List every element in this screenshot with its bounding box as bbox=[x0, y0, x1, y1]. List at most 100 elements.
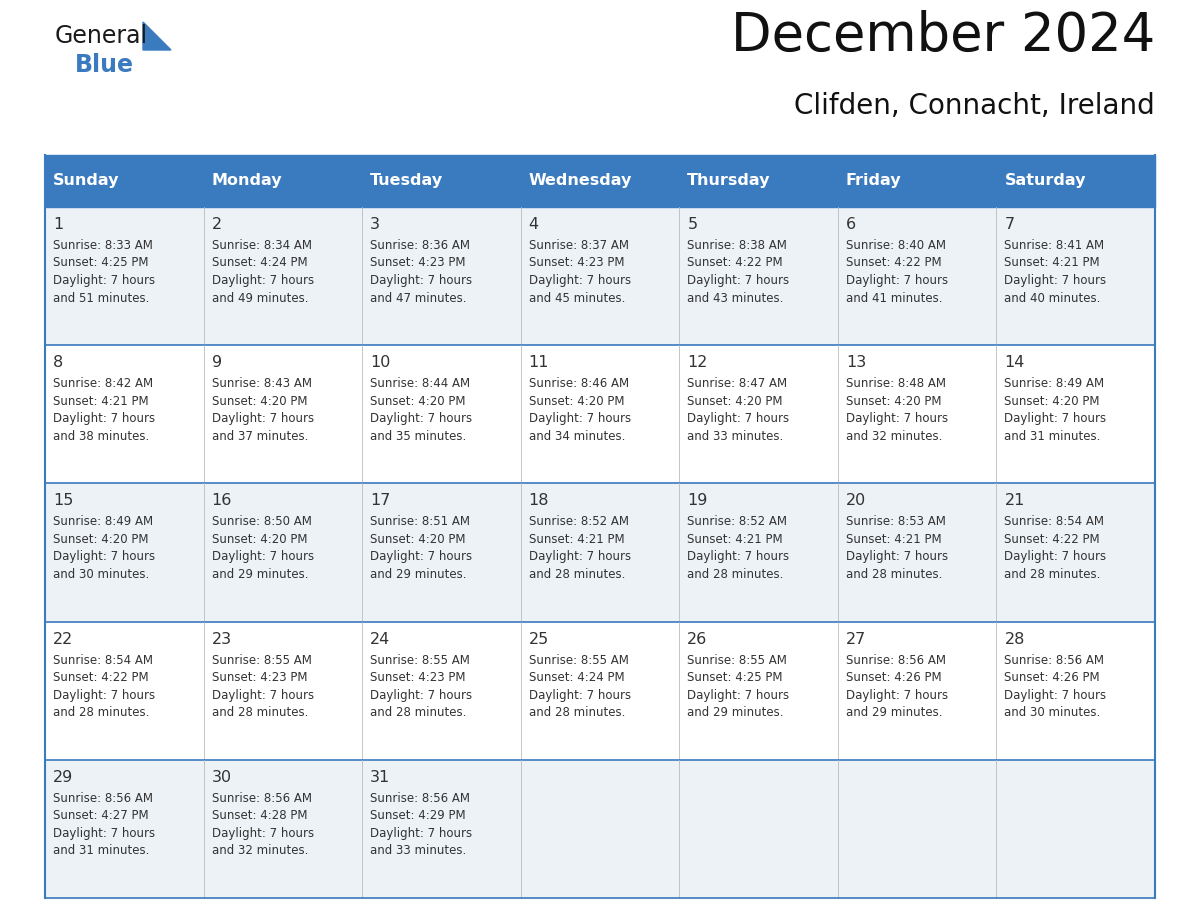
Text: 27: 27 bbox=[846, 632, 866, 646]
Text: Daylight: 7 hours: Daylight: 7 hours bbox=[846, 551, 948, 564]
Text: Daylight: 7 hours: Daylight: 7 hours bbox=[529, 551, 631, 564]
Text: Sunrise: 8:54 AM: Sunrise: 8:54 AM bbox=[53, 654, 153, 666]
Bar bbox=[45, 621, 1155, 760]
Text: Sunrise: 8:51 AM: Sunrise: 8:51 AM bbox=[371, 515, 470, 529]
Bar bbox=[45, 207, 1155, 345]
Text: 6: 6 bbox=[846, 217, 857, 232]
Text: Daylight: 7 hours: Daylight: 7 hours bbox=[371, 551, 473, 564]
Text: 17: 17 bbox=[371, 493, 391, 509]
Text: Sunset: 4:20 PM: Sunset: 4:20 PM bbox=[529, 395, 624, 408]
Text: Sunset: 4:26 PM: Sunset: 4:26 PM bbox=[846, 671, 941, 684]
Text: Sunrise: 8:43 AM: Sunrise: 8:43 AM bbox=[211, 377, 311, 390]
Text: and 32 minutes.: and 32 minutes. bbox=[846, 430, 942, 442]
Polygon shape bbox=[143, 22, 171, 50]
Text: Sunset: 4:21 PM: Sunset: 4:21 PM bbox=[529, 533, 625, 546]
Text: 21: 21 bbox=[1004, 493, 1025, 509]
Text: and 35 minutes.: and 35 minutes. bbox=[371, 430, 467, 442]
Text: Sunrise: 8:56 AM: Sunrise: 8:56 AM bbox=[1004, 654, 1105, 666]
Text: Daylight: 7 hours: Daylight: 7 hours bbox=[688, 688, 789, 701]
Text: Daylight: 7 hours: Daylight: 7 hours bbox=[846, 688, 948, 701]
Text: Sunrise: 8:55 AM: Sunrise: 8:55 AM bbox=[211, 654, 311, 666]
Text: Sunrise: 8:34 AM: Sunrise: 8:34 AM bbox=[211, 239, 311, 252]
Text: and 28 minutes.: and 28 minutes. bbox=[371, 706, 467, 719]
Text: Sunrise: 8:56 AM: Sunrise: 8:56 AM bbox=[846, 654, 946, 666]
Text: 19: 19 bbox=[688, 493, 708, 509]
Text: Daylight: 7 hours: Daylight: 7 hours bbox=[688, 274, 789, 287]
Text: and 29 minutes.: and 29 minutes. bbox=[688, 706, 784, 719]
Text: December 2024: December 2024 bbox=[731, 10, 1155, 62]
Text: Daylight: 7 hours: Daylight: 7 hours bbox=[53, 412, 156, 425]
Text: and 31 minutes.: and 31 minutes. bbox=[1004, 430, 1101, 442]
Text: 11: 11 bbox=[529, 355, 549, 370]
Text: Thursday: Thursday bbox=[688, 174, 771, 188]
Text: Daylight: 7 hours: Daylight: 7 hours bbox=[846, 412, 948, 425]
Text: Daylight: 7 hours: Daylight: 7 hours bbox=[529, 412, 631, 425]
Text: 18: 18 bbox=[529, 493, 549, 509]
Text: Sunset: 4:20 PM: Sunset: 4:20 PM bbox=[211, 395, 307, 408]
Text: Daylight: 7 hours: Daylight: 7 hours bbox=[211, 274, 314, 287]
Bar bbox=[45, 155, 1155, 207]
Text: General: General bbox=[55, 24, 148, 48]
Text: Daylight: 7 hours: Daylight: 7 hours bbox=[529, 274, 631, 287]
Text: 25: 25 bbox=[529, 632, 549, 646]
Text: Sunset: 4:20 PM: Sunset: 4:20 PM bbox=[371, 395, 466, 408]
Text: 9: 9 bbox=[211, 355, 222, 370]
Text: Daylight: 7 hours: Daylight: 7 hours bbox=[211, 827, 314, 840]
Text: Sunrise: 8:56 AM: Sunrise: 8:56 AM bbox=[53, 792, 153, 805]
Text: and 29 minutes.: and 29 minutes. bbox=[211, 568, 308, 581]
Text: and 30 minutes.: and 30 minutes. bbox=[1004, 706, 1100, 719]
Text: Daylight: 7 hours: Daylight: 7 hours bbox=[1004, 274, 1106, 287]
Text: Sunrise: 8:48 AM: Sunrise: 8:48 AM bbox=[846, 377, 946, 390]
Text: Wednesday: Wednesday bbox=[529, 174, 632, 188]
Text: Daylight: 7 hours: Daylight: 7 hours bbox=[53, 274, 156, 287]
Text: Sunset: 4:25 PM: Sunset: 4:25 PM bbox=[53, 256, 148, 270]
Text: Daylight: 7 hours: Daylight: 7 hours bbox=[529, 688, 631, 701]
Text: Sunset: 4:27 PM: Sunset: 4:27 PM bbox=[53, 810, 148, 823]
Text: and 29 minutes.: and 29 minutes. bbox=[371, 568, 467, 581]
Text: Sunrise: 8:49 AM: Sunrise: 8:49 AM bbox=[1004, 377, 1105, 390]
Text: Sunrise: 8:50 AM: Sunrise: 8:50 AM bbox=[211, 515, 311, 529]
Text: Sunrise: 8:52 AM: Sunrise: 8:52 AM bbox=[688, 515, 788, 529]
Text: 16: 16 bbox=[211, 493, 232, 509]
Text: 10: 10 bbox=[371, 355, 391, 370]
Text: and 31 minutes.: and 31 minutes. bbox=[53, 845, 150, 857]
Text: Daylight: 7 hours: Daylight: 7 hours bbox=[688, 551, 789, 564]
Text: 28: 28 bbox=[1004, 632, 1025, 646]
Text: Sunset: 4:23 PM: Sunset: 4:23 PM bbox=[371, 671, 466, 684]
Text: Sunset: 4:21 PM: Sunset: 4:21 PM bbox=[846, 533, 941, 546]
Text: 15: 15 bbox=[53, 493, 74, 509]
Text: and 40 minutes.: and 40 minutes. bbox=[1004, 292, 1101, 305]
Text: and 28 minutes.: and 28 minutes. bbox=[529, 706, 625, 719]
Text: 26: 26 bbox=[688, 632, 708, 646]
Text: and 34 minutes.: and 34 minutes. bbox=[529, 430, 625, 442]
Text: and 43 minutes.: and 43 minutes. bbox=[688, 292, 784, 305]
Text: Sunset: 4:20 PM: Sunset: 4:20 PM bbox=[1004, 395, 1100, 408]
Text: Sunset: 4:21 PM: Sunset: 4:21 PM bbox=[688, 533, 783, 546]
Text: Sunset: 4:22 PM: Sunset: 4:22 PM bbox=[846, 256, 941, 270]
Text: Sunrise: 8:33 AM: Sunrise: 8:33 AM bbox=[53, 239, 153, 252]
Text: Sunset: 4:20 PM: Sunset: 4:20 PM bbox=[211, 533, 307, 546]
Text: Daylight: 7 hours: Daylight: 7 hours bbox=[211, 412, 314, 425]
Bar bbox=[45, 760, 1155, 898]
Text: Sunrise: 8:44 AM: Sunrise: 8:44 AM bbox=[371, 377, 470, 390]
Text: Daylight: 7 hours: Daylight: 7 hours bbox=[53, 827, 156, 840]
Text: 8: 8 bbox=[53, 355, 63, 370]
Text: Sunrise: 8:47 AM: Sunrise: 8:47 AM bbox=[688, 377, 788, 390]
Bar bbox=[45, 345, 1155, 484]
Text: Sunrise: 8:38 AM: Sunrise: 8:38 AM bbox=[688, 239, 788, 252]
Text: and 28 minutes.: and 28 minutes. bbox=[688, 568, 784, 581]
Text: Daylight: 7 hours: Daylight: 7 hours bbox=[371, 412, 473, 425]
Text: 12: 12 bbox=[688, 355, 708, 370]
Text: Sunrise: 8:55 AM: Sunrise: 8:55 AM bbox=[688, 654, 788, 666]
Text: Sunset: 4:28 PM: Sunset: 4:28 PM bbox=[211, 810, 307, 823]
Text: 20: 20 bbox=[846, 493, 866, 509]
Text: and 33 minutes.: and 33 minutes. bbox=[688, 430, 784, 442]
Text: and 32 minutes.: and 32 minutes. bbox=[211, 845, 308, 857]
Text: Daylight: 7 hours: Daylight: 7 hours bbox=[53, 551, 156, 564]
Text: and 37 minutes.: and 37 minutes. bbox=[211, 430, 308, 442]
Text: and 28 minutes.: and 28 minutes. bbox=[211, 706, 308, 719]
Text: 29: 29 bbox=[53, 770, 74, 785]
Text: Monday: Monday bbox=[211, 174, 283, 188]
Text: Daylight: 7 hours: Daylight: 7 hours bbox=[371, 688, 473, 701]
Text: Sunset: 4:20 PM: Sunset: 4:20 PM bbox=[53, 533, 148, 546]
